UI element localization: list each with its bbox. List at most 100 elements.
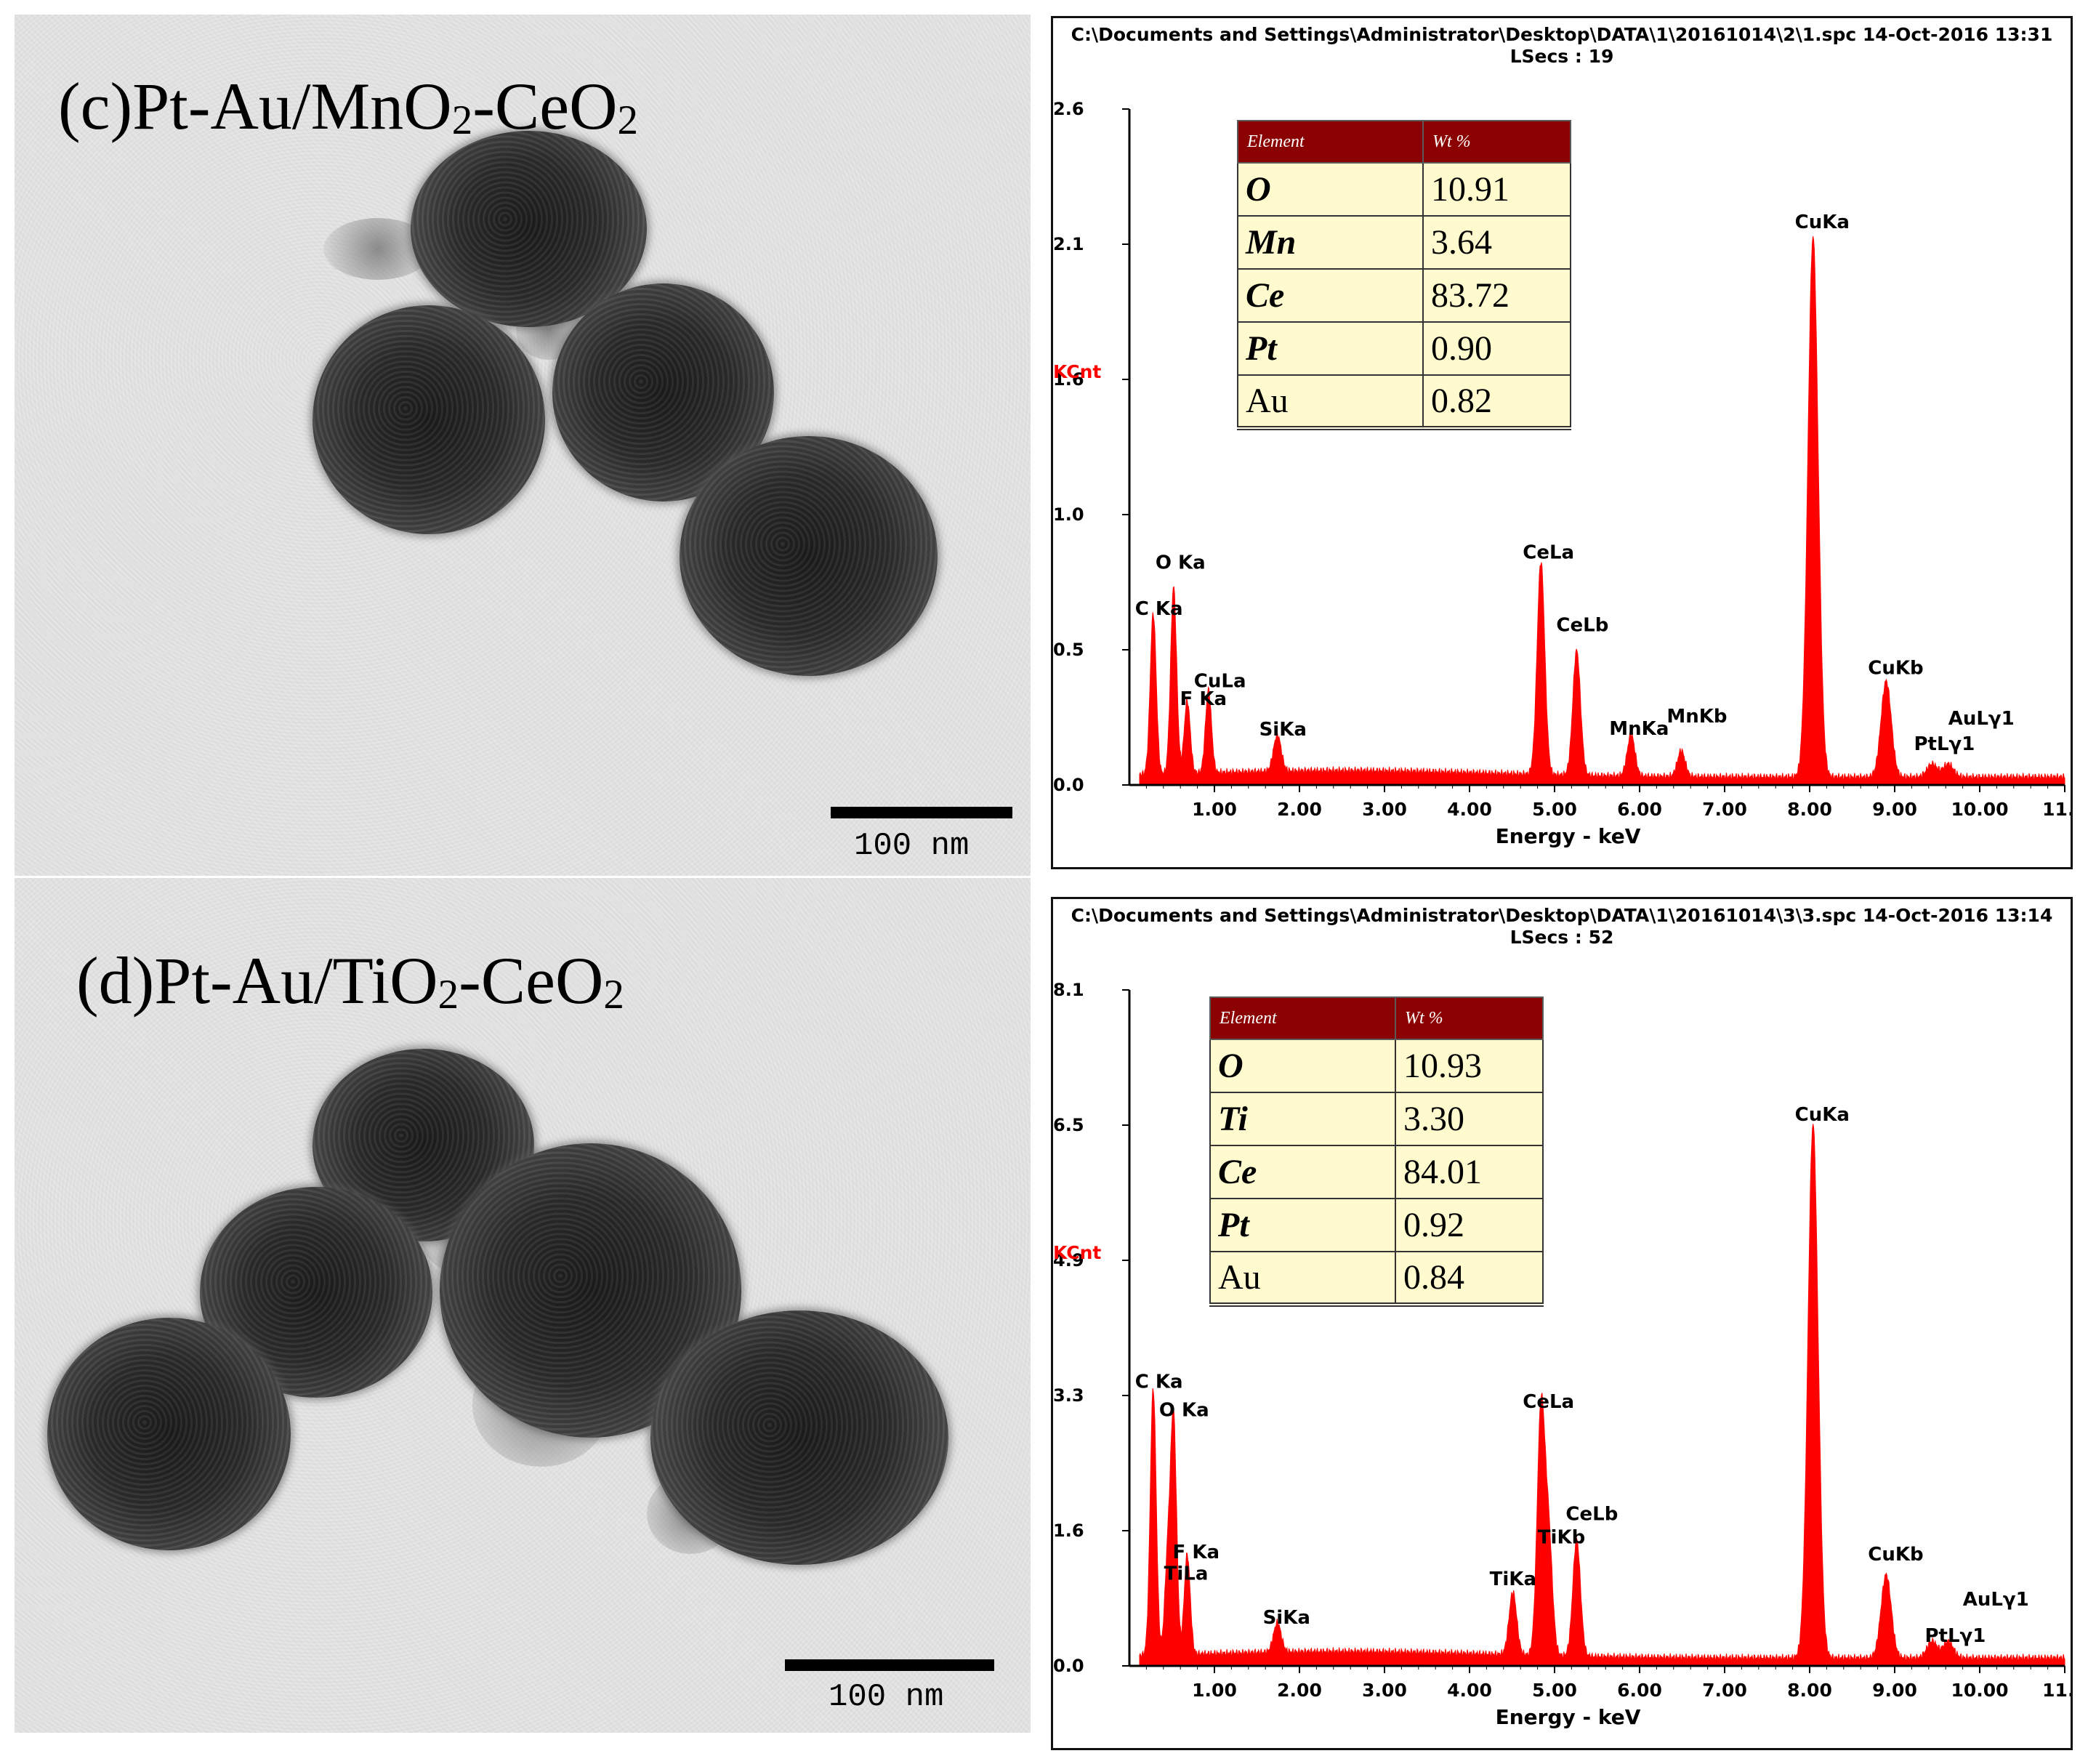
element-cell: Mn	[1237, 215, 1424, 270]
x-tick-label: 2.00	[1277, 799, 1322, 820]
x-tick-label: 4.00	[1447, 799, 1492, 820]
peak-label: CuKa	[1795, 212, 1850, 233]
scale-bar-label: 100 nm	[854, 828, 970, 864]
scale-bar-label: 100 nm	[829, 1679, 944, 1715]
y-tick-label: 0.0	[1053, 775, 1084, 795]
y-tick-label: 0.0	[1053, 1656, 1084, 1676]
tem-particle	[680, 436, 938, 676]
y-tick-label: 6.5	[1053, 1115, 1084, 1135]
y-tick-label: 2.1	[1053, 234, 1084, 254]
x-tick-label: 4.00	[1447, 1680, 1492, 1701]
x-tick-label: 5.00	[1532, 799, 1577, 820]
x-tick-label: 1.00	[1192, 1680, 1237, 1701]
tem-image-c: (c)Pt-Au/MnO2-CeO2 100 nm	[15, 15, 1031, 876]
peak-label: F Ka	[1173, 1542, 1220, 1563]
eds-lsecs: LSecs : 19	[1509, 46, 1614, 67]
col-wt-header: Wt %	[1395, 996, 1544, 1040]
x-tick-label: 11.0	[2042, 799, 2071, 820]
x-tick-label: 6.00	[1617, 1680, 1662, 1701]
table-row: O 10.91	[1237, 162, 1571, 217]
peak-label: CuKa	[1795, 1104, 1850, 1126]
y-tick-label: 1.6	[1053, 369, 1084, 390]
eds-file-path: C:\Documents and Settings\Administrator\…	[1071, 24, 2053, 45]
col-element-header: Element	[1209, 996, 1396, 1040]
tem-image-d: (d)Pt-Au/TiO2-CeO2 100 nm	[15, 878, 1031, 1733]
wt-cell: 0.90	[1422, 321, 1571, 376]
col-wt-header: Wt %	[1422, 120, 1571, 164]
table-row: Pt 0.92	[1209, 1198, 1544, 1252]
peak-label: CuLa	[1194, 671, 1246, 693]
wt-cell: 10.91	[1422, 162, 1571, 217]
wt-cell: 84.01	[1395, 1145, 1544, 1199]
tem-particle	[552, 283, 774, 502]
peak-label: MnKb	[1666, 706, 1727, 728]
x-tick-label: 11.0	[2042, 1680, 2071, 1701]
col-element-header: Element	[1237, 120, 1424, 164]
wt-cell: 0.84	[1395, 1251, 1544, 1307]
x-tick-label: 10.00	[1951, 799, 2008, 820]
wt-percent-table: Element Wt % O 10.91 Mn 3.64 Ce 83.72 Pt 0.9…	[1237, 120, 1571, 430]
spectrum-area	[1139, 1124, 2065, 1667]
y-tick-label: 4.9	[1053, 1250, 1084, 1270]
element-cell: Ti	[1209, 1092, 1396, 1146]
tem-particle	[411, 131, 647, 327]
peak-label: PtLγ1	[1924, 1625, 1986, 1647]
wt-cell: 3.30	[1395, 1092, 1544, 1146]
x-tick-label: 5.00	[1532, 1680, 1577, 1701]
tem-particle	[47, 1318, 291, 1550]
peak-label: CuKb	[1868, 658, 1923, 680]
wt-cell: 0.92	[1395, 1198, 1544, 1252]
x-axis-label: Energy - keV	[1496, 1705, 1641, 1729]
x-tick-label: 9.00	[1872, 799, 1917, 820]
element-cell: O	[1209, 1039, 1396, 1093]
table-row: Au 0.82	[1237, 374, 1571, 430]
y-tick-label: 0.5	[1053, 640, 1084, 660]
table-row: Pt 0.90	[1237, 321, 1571, 376]
spectrum-area	[1139, 236, 2065, 786]
spectrum-chart: 0.0 0.5 1.0 1.6 2.1 2.6 1.00 2.00 3.00 4.00 5.00 6.…	[1053, 99, 2071, 848]
panel-title-d: (d)Pt-Au/TiO2-CeO2	[76, 943, 624, 1018]
x-tick-label: 8.00	[1787, 1680, 1832, 1701]
panel-title-c: (c)Pt-Au/MnO2-CeO2	[58, 69, 639, 143]
x-axis-label: Energy - keV	[1496, 824, 1641, 848]
tem-particle	[313, 305, 545, 534]
wt-cell: 3.64	[1422, 215, 1571, 270]
element-cell: Au	[1237, 374, 1424, 430]
y-tick-label: 3.3	[1053, 1385, 1084, 1406]
wt-cell: 10.93	[1395, 1039, 1544, 1093]
element-cell: Pt	[1209, 1198, 1396, 1252]
tem-particle	[650, 1310, 948, 1565]
eds-header: C:\Documents and Settings\Administrator\…	[1053, 24, 2071, 68]
x-tick-label: 8.00	[1787, 799, 1832, 820]
x-tick-label: 3.00	[1362, 799, 1407, 820]
y-axis-label: KCnt	[1053, 1242, 1101, 1263]
wt-cell: 83.72	[1422, 268, 1571, 323]
peak-label: AuLγ1	[1963, 1589, 2029, 1611]
peak-label: CuKb	[1868, 1544, 1923, 1566]
table-row: O 10.93	[1209, 1039, 1544, 1093]
y-tick-label: 1.6	[1053, 1521, 1084, 1541]
spectrum-chart: 0.0 1.6 3.3 4.9 6.5 8.1 1.00 2.00 3.00 4.00 5.00 6.…	[1053, 980, 2071, 1729]
peak-label: SiKa	[1263, 1607, 1310, 1629]
peak-label: O Ka	[1156, 552, 1206, 573]
x-tick-label: 1.00	[1192, 799, 1237, 820]
element-cell: Ce	[1209, 1145, 1396, 1199]
peak-label: CeLa	[1523, 1391, 1574, 1413]
y-axis-label: KCnt	[1053, 361, 1101, 382]
peak-label: TiKa	[1490, 1568, 1536, 1590]
peak-label: CeLb	[1556, 614, 1608, 636]
x-tick-label: 6.00	[1617, 799, 1662, 820]
table-row: Au 0.84	[1209, 1251, 1544, 1307]
eds-file-path: C:\Documents and Settings\Administrator\…	[1071, 905, 2053, 926]
x-tick-label: 9.00	[1872, 1680, 1917, 1701]
peak-label: F Ka	[1180, 688, 1228, 710]
peak-label: C Ka	[1135, 1372, 1183, 1393]
scale-bar	[785, 1659, 994, 1671]
y-tick-label: 2.6	[1053, 99, 1084, 119]
element-cell: O	[1237, 162, 1424, 217]
y-tick-label: 8.1	[1053, 980, 1084, 1000]
table-row: Ce 83.72	[1237, 268, 1571, 323]
peak-label: TiKb	[1538, 1526, 1585, 1548]
x-tick-label: 7.00	[1702, 1680, 1747, 1701]
peak-label: SiKa	[1259, 719, 1307, 741]
